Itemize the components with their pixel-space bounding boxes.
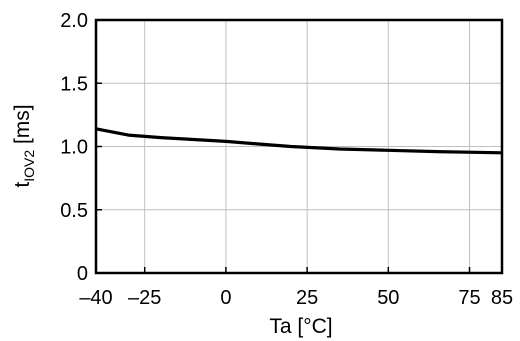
series-group (95, 127, 503, 155)
y-tick-label: 2.0 (60, 10, 88, 32)
x-tick-label: 0 (220, 287, 231, 309)
y-axis-label: tIOV2 [ms] (11, 104, 37, 187)
series-line (95, 127, 503, 155)
y-tick-label: 0 (77, 263, 88, 285)
y-tick-label: 1.5 (60, 73, 88, 95)
x-tick-label: 85 (491, 287, 513, 309)
y-tick-label: 1.0 (60, 137, 88, 159)
y-axis-label-unit: [ms] (11, 104, 34, 150)
y-tick-label: 0.5 (60, 200, 88, 222)
x-tick-label: 50 (377, 287, 399, 309)
x-axis-label: Ta [°C] (269, 315, 332, 338)
x-tick-label: –40 (79, 287, 112, 309)
y-axis-label-main: t (11, 182, 34, 188)
x-tick-label: 25 (296, 287, 318, 309)
y-axis-label-sub: IOV2 (21, 150, 37, 182)
x-tick-label: 75 (458, 287, 480, 309)
axis-ticks: –40 –25 0 25 50 75 85 0 0.5 1.0 1.5 2.0 (60, 10, 513, 309)
x-tick-label: –25 (128, 287, 161, 309)
